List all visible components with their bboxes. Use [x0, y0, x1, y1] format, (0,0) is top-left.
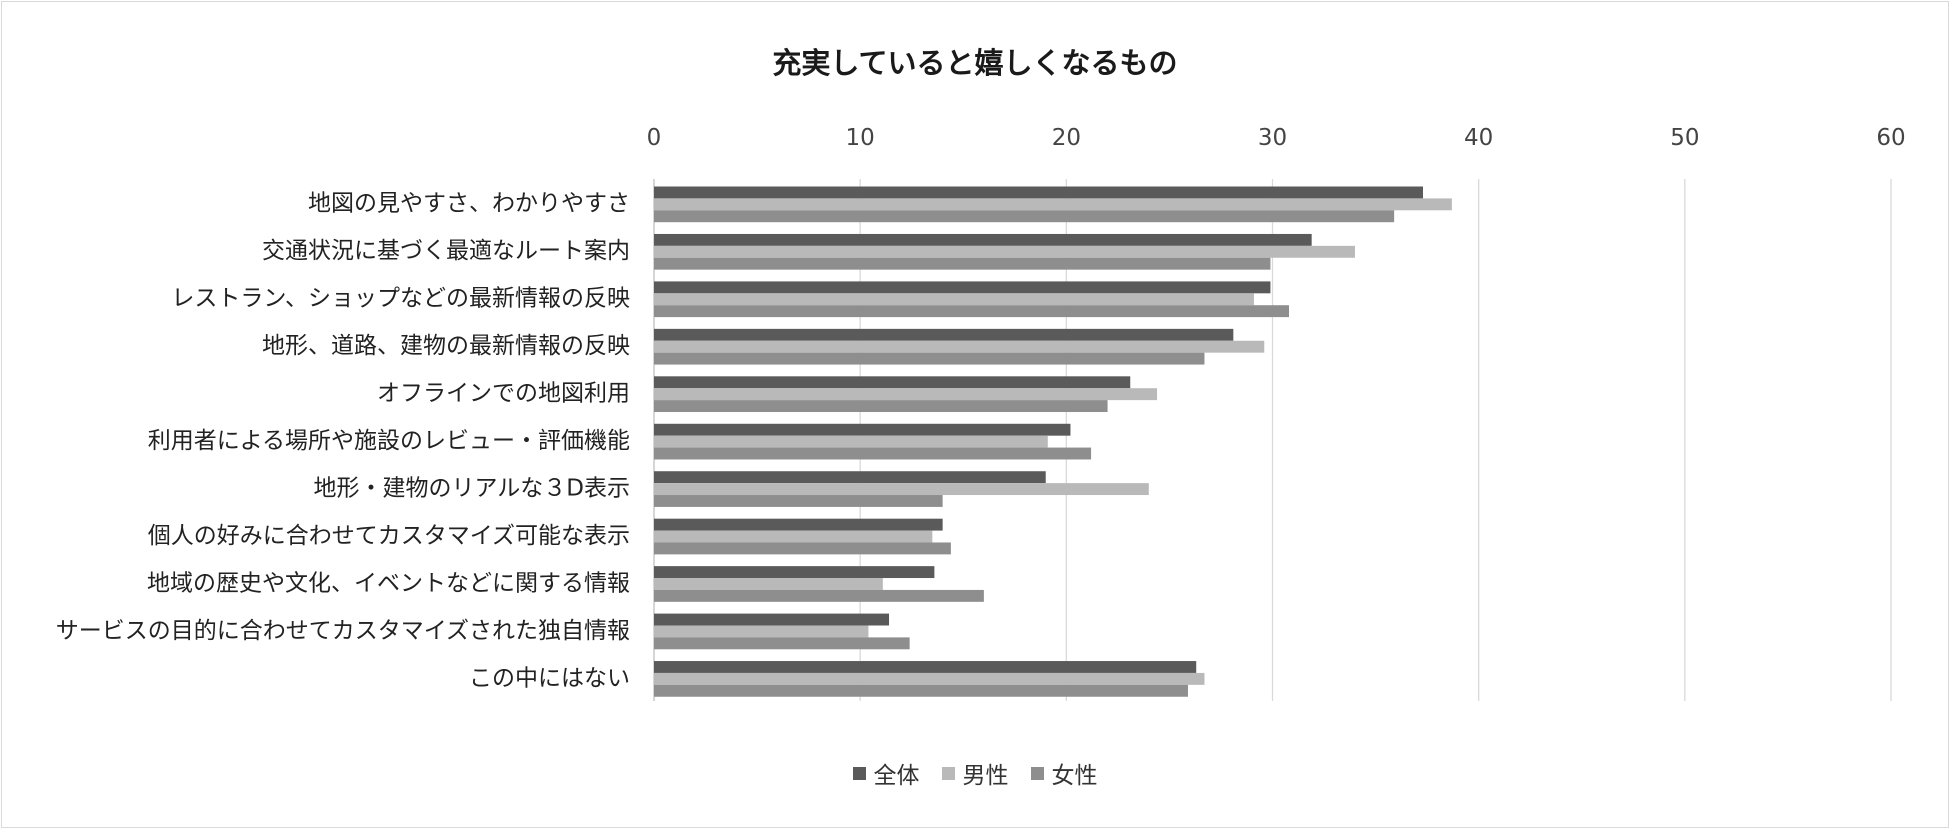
bar-all	[654, 281, 1271, 294]
category-label: 地図の見やすさ、わかりやすさ	[308, 191, 630, 217]
category-label: この中にはない	[469, 665, 630, 691]
bar-all	[654, 233, 1312, 246]
bar-female	[654, 637, 910, 650]
bar-male	[654, 483, 1149, 496]
bar-female	[654, 495, 943, 507]
category-label: サービスの目的に合わせてカスタマイズされた独自情報	[56, 618, 630, 644]
x-tick-label: 0	[647, 125, 662, 151]
legend-label: 全体	[873, 763, 920, 789]
bar-female	[654, 257, 1271, 270]
bar-all	[654, 423, 1071, 436]
bar-male	[654, 340, 1265, 353]
bar-male	[654, 435, 1048, 448]
bar-female	[654, 352, 1205, 365]
category-label: 個人の好みに合わせてカスタマイズ可能な表示	[148, 523, 630, 549]
bar-all	[654, 613, 890, 626]
x-tick-label: 60	[1876, 125, 1905, 151]
legend-swatch	[941, 766, 955, 780]
bar-all	[654, 518, 943, 531]
bar-male	[654, 198, 1452, 211]
x-tick-label: 10	[846, 125, 875, 151]
legend-item: 男性	[941, 756, 1009, 790]
category-label: 利用者による場所や施設のレビュー・評価機能	[148, 428, 630, 454]
bar-all	[654, 661, 1197, 673]
bar-female	[654, 400, 1108, 413]
bar-all	[654, 376, 1131, 389]
bar-female	[654, 305, 1289, 318]
bar-female	[654, 542, 951, 555]
chart-title: 充実していると嬉しくなるもの	[772, 46, 1178, 80]
bar-female	[654, 210, 1395, 223]
bar-male	[654, 388, 1158, 401]
legend-item: 女性	[1030, 756, 1098, 790]
legend-label: 女性	[1051, 763, 1098, 789]
bar-male	[654, 672, 1205, 685]
bar-female	[654, 684, 1188, 697]
bar-all	[654, 186, 1424, 199]
legend-swatch	[1030, 766, 1044, 780]
legend-label: 男性	[962, 763, 1009, 789]
legend-swatch	[852, 766, 866, 780]
x-tick-label: 20	[1052, 125, 1081, 151]
legend: 全体 男性 女性	[2, 756, 1948, 790]
category-label: 地形、道路、建物の最新情報の反映	[262, 333, 630, 359]
bar-female	[654, 447, 1092, 460]
legend-item: 全体	[852, 756, 920, 790]
bar-male	[654, 293, 1254, 306]
bar-all	[654, 328, 1234, 341]
bar-female	[654, 589, 984, 602]
bar-male	[654, 530, 933, 543]
bar-male	[654, 578, 883, 590]
category-label: 地形・建物のリアルな３D表示	[314, 475, 630, 501]
x-tick-label: 30	[1258, 125, 1287, 151]
bar-male	[654, 625, 869, 638]
category-label: レストラン、ショップなどの最新情報の反映	[171, 286, 630, 312]
bar-all	[654, 566, 935, 579]
x-tick-label: 50	[1670, 125, 1699, 151]
bar-all	[654, 471, 1046, 484]
category-label: 交通状況に基づく最適なルート案内	[262, 238, 630, 264]
category-label: オフラインでの地図利用	[377, 381, 630, 407]
category-label: 地域の歴史や文化、イベントなどに関する情報	[147, 570, 630, 596]
x-tick-label: 40	[1464, 125, 1493, 151]
bar-male	[654, 245, 1355, 258]
